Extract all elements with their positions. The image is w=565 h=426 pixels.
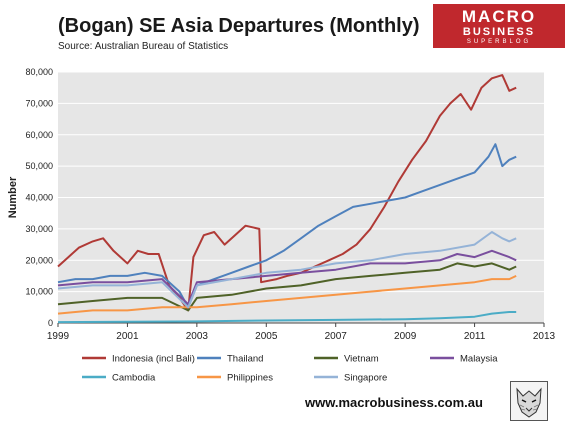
x-tick-label: 2007: [325, 331, 348, 342]
series-line: [57, 74, 517, 312]
legend-label: Philippines: [227, 373, 273, 384]
chart-title: (Bogan) SE Asia Departures (Monthly): [58, 15, 420, 37]
website-link[interactable]: www.macrobusiness.com.au: [305, 395, 483, 410]
brand-logo: MACRO BUSINESS SUPERBLOG: [433, 4, 565, 48]
legend-label: Cambodia: [112, 373, 156, 384]
y-tick-label: 20,000: [25, 255, 53, 265]
legend-label: Malaysia: [460, 354, 498, 365]
legend-label: Vietnam: [344, 354, 379, 365]
y-tick-label: 10,000: [25, 287, 53, 297]
series-line: [57, 262, 517, 312]
y-tick-label: 50,000: [25, 161, 53, 171]
series-line: [57, 231, 517, 309]
legend-label: Thailand: [227, 354, 263, 365]
chart-source: Source: Australian Bureau of Statistics: [58, 41, 229, 52]
logo-line-1: MACRO: [461, 7, 537, 26]
x-tick-label: 2009: [394, 331, 417, 342]
x-tick-label: 2003: [186, 331, 209, 342]
logo-line-3: SUPERBLOG: [466, 39, 532, 45]
series-line: [57, 143, 517, 309]
y-tick-label: 60,000: [25, 130, 53, 140]
y-tick-label: 30,000: [25, 224, 53, 234]
legend-label: Indonesia (incl Bali): [112, 354, 195, 365]
logo-line-2: BUSINESS: [462, 26, 536, 38]
y-tick-label: 70,000: [25, 98, 53, 108]
legend-label: Singapore: [344, 373, 387, 384]
series-line: [57, 274, 517, 315]
series-line: [57, 311, 517, 324]
x-tick-label: 1999: [47, 331, 70, 342]
x-tick-label: 2011: [464, 331, 486, 342]
y-tick-label: 80,000: [25, 67, 53, 77]
x-tick-label: 2013: [533, 331, 556, 342]
wolf-mascot-icon: [510, 381, 548, 421]
y-axis-label: Number: [7, 176, 19, 218]
series-line: [57, 249, 517, 306]
y-tick-label: 40,000: [25, 193, 53, 203]
x-tick-label: 2005: [255, 331, 278, 342]
x-tick-label: 2001: [116, 331, 139, 342]
y-tick-label: 0: [48, 318, 53, 328]
